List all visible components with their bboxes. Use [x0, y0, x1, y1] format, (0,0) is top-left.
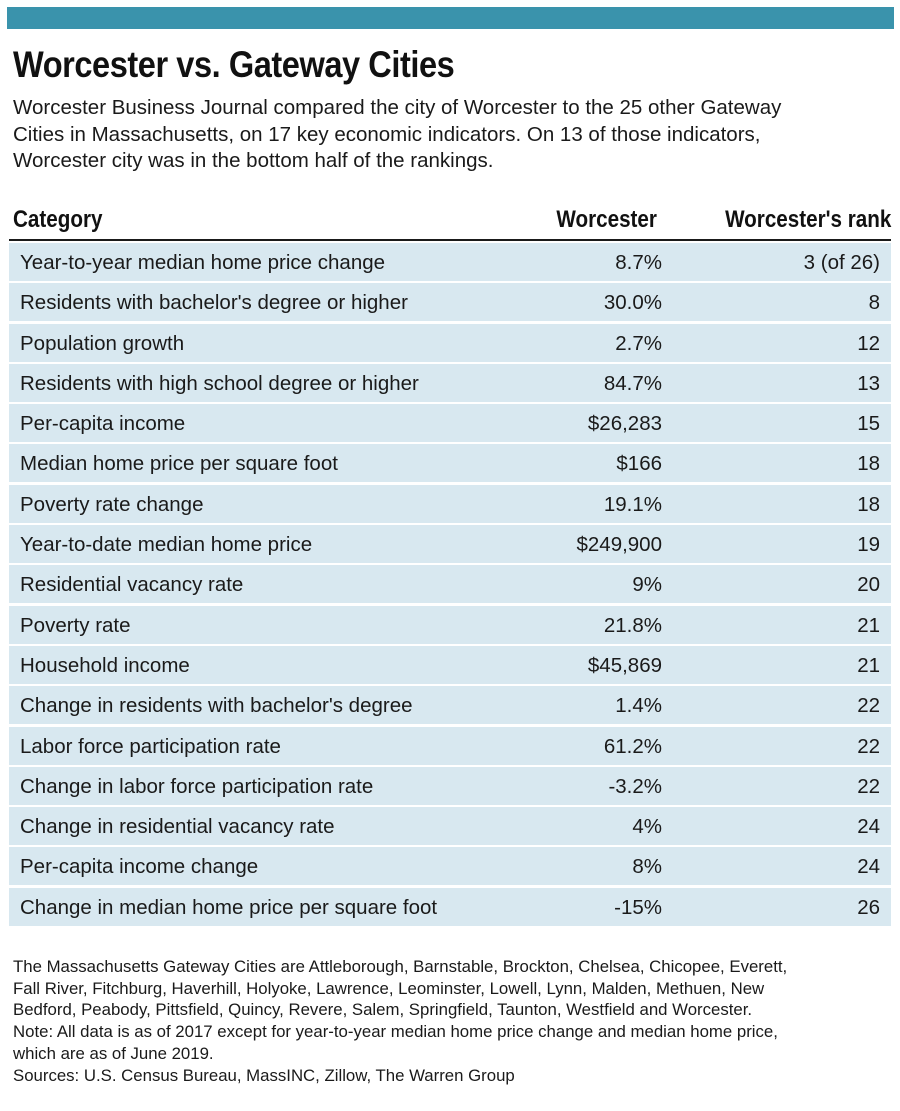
row-category: Household income	[20, 653, 190, 677]
row-rank: 22	[857, 734, 880, 758]
row-worcester-value: 8.7%	[615, 251, 662, 274]
row-category: Labor force participation rate	[20, 734, 281, 758]
row-rank: 15	[857, 412, 880, 436]
row-rank: 22	[857, 694, 880, 718]
table-row: Poverty rate 21.8% 21	[9, 605, 891, 644]
row-rank: 20	[857, 573, 880, 597]
row-category: Change in median home price per square f…	[20, 895, 438, 919]
row-rank: 13	[857, 371, 880, 395]
header-divider	[9, 239, 891, 241]
row-worcester-value: 21.8%	[603, 613, 662, 637]
table-row: Per-capita income $26,283 15	[9, 404, 891, 443]
note-line: The Massachusetts Gateway Cities are Att…	[13, 957, 788, 976]
column-header-rank: Worcester's rank	[724, 206, 891, 233]
row-rank: 26	[857, 895, 880, 919]
table-row: Household income $45,869 21	[9, 645, 891, 684]
table-row: Year-to-year median home price change 8.7…	[9, 243, 891, 281]
table-row: Residential vacancy rate 9% 20	[9, 565, 891, 604]
row-rank: 12	[857, 331, 880, 355]
table-row: Labor force participation rate 61.2% 22	[9, 726, 891, 765]
row-category: Population growth	[20, 331, 185, 355]
row-worcester-value: 84.7%	[603, 371, 662, 395]
row-rank: 22	[857, 774, 880, 798]
table-row: Change in median home price per square f…	[9, 887, 891, 926]
table-row: Median home price per square foot $166 18	[9, 444, 891, 483]
row-worcester-value: 4%	[632, 815, 662, 839]
data-table: Year-to-year median home price change 8.7…	[9, 243, 891, 928]
subtitle-line: Cities in Massachusetts, on 17 key econo…	[13, 122, 761, 146]
row-worcester-value: $166	[616, 452, 662, 476]
row-category: Residents with bachelor's degree or high…	[20, 291, 408, 315]
row-category: Year-to-date median home price	[20, 533, 313, 557]
note-line: which are as of June 2019.	[13, 1043, 214, 1063]
row-category: Poverty rate	[20, 613, 131, 637]
row-worcester-value: 2.7%	[615, 331, 662, 355]
row-worcester-value: -15%	[614, 895, 662, 919]
table-row: Change in residential vacancy rate 4% 24	[9, 807, 891, 846]
row-category: Poverty rate change	[20, 492, 204, 516]
table-row: Population growth 2.7% 12	[9, 323, 891, 362]
table-row: Residents with high school degree or hig…	[9, 363, 891, 402]
row-worcester-value: 1.4%	[615, 694, 662, 718]
table-row: Per-capita income change 8% 24	[9, 847, 891, 886]
row-worcester-value: 61.2%	[603, 734, 662, 758]
row-category: Per-capita income	[20, 412, 186, 436]
row-worcester-value: 19.1%	[603, 492, 662, 516]
row-category: Median home price per square foot	[20, 452, 338, 476]
chart-title: Worcester vs. Gateway Cities	[13, 44, 455, 85]
row-rank: 8	[868, 291, 880, 315]
column-header-worcester: Worcester	[556, 206, 657, 233]
row-rank: 21	[857, 653, 880, 677]
row-category: Change in labor force participation rate	[20, 774, 374, 798]
row-rank: 24	[857, 815, 880, 839]
table-row: Residents with bachelor's degree or high…	[9, 283, 891, 322]
note-line: Sources: U.S. Census Bureau, MassINC, Zi…	[13, 1065, 515, 1085]
row-worcester-value: 9%	[632, 573, 662, 597]
row-rank: 3 (of 26)	[803, 251, 880, 274]
table-row: Change in labor force participation rate…	[9, 766, 891, 805]
note-line: Fall River, Fitchburg, Haverhill, Holyok…	[13, 978, 765, 998]
row-rank: 21	[857, 613, 880, 637]
row-category: Per-capita income change	[20, 855, 259, 879]
table-row: Poverty rate change 19.1% 18	[9, 484, 891, 523]
row-worcester-value: $26,283	[587, 412, 662, 436]
accent-bar	[7, 7, 894, 29]
row-category: Year-to-year median home price change	[20, 251, 386, 274]
row-rank: 18	[857, 492, 880, 516]
row-worcester-value: 8%	[632, 855, 662, 879]
footnotes: The Massachusetts Gateway Cities are Att…	[13, 956, 893, 1086]
note-line: Bedford, Peabody, Pittsfield, Quincy, Re…	[13, 1000, 753, 1020]
column-header-category: Category	[13, 206, 103, 233]
note-line: Note: All data is as of 2017 except for …	[13, 1022, 778, 1042]
row-rank: 19	[857, 533, 880, 557]
row-category: Residential vacancy rate	[20, 573, 244, 597]
row-rank: 18	[857, 452, 880, 476]
row-worcester-value: 30.0%	[603, 291, 662, 315]
row-category: Change in residents with bachelor's degr…	[20, 694, 413, 718]
row-worcester-value: -3.2%	[608, 774, 662, 798]
row-worcester-value: $45,869	[587, 653, 662, 677]
table-row: Change in residents with bachelor's degr…	[9, 686, 891, 725]
row-rank: 24	[857, 855, 880, 879]
row-category: Residents with high school degree or hig…	[20, 371, 419, 395]
row-category: Change in residential vacancy rate	[20, 815, 335, 839]
chart-subtitle: Worcester Business Journal compared the …	[13, 95, 893, 175]
table-row: Year-to-date median home price $249,900 19	[9, 525, 891, 564]
subtitle-line: Worcester city was in the bottom half of…	[13, 149, 494, 172]
row-worcester-value: $249,900	[576, 533, 662, 557]
subtitle-line: Worcester Business Journal compared the …	[13, 96, 782, 119]
